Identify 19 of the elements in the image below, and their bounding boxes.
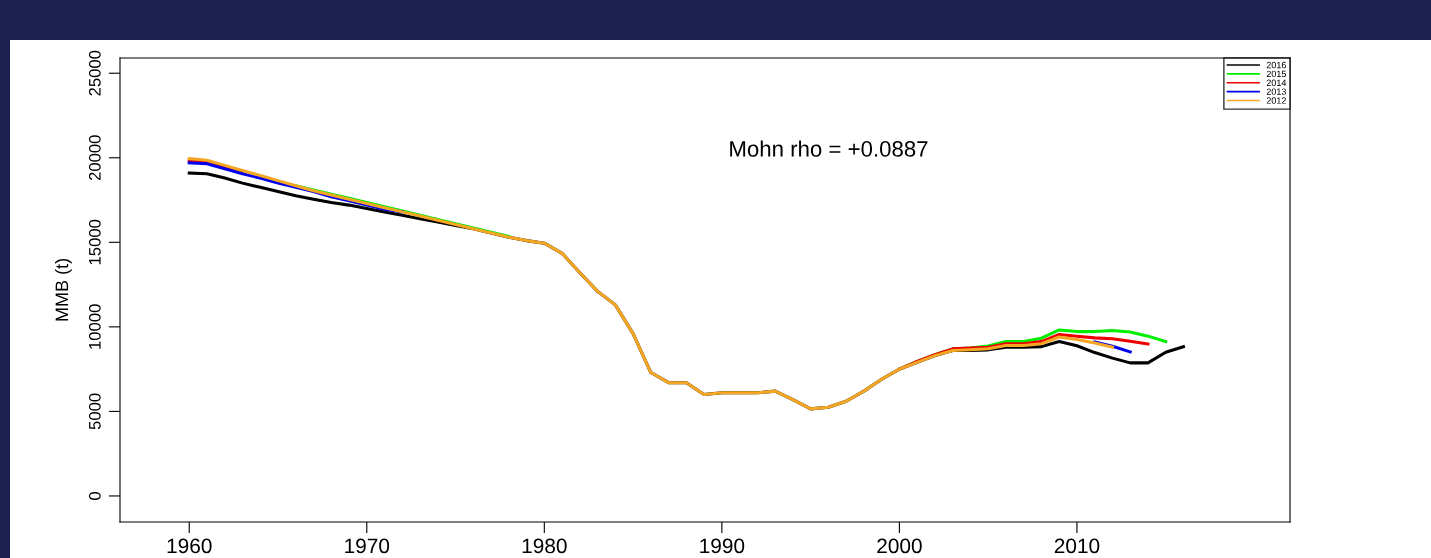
y-tick-label: 10000 xyxy=(88,304,101,349)
x-tick-label: 1970 xyxy=(345,538,390,554)
x-tick-label: 1980 xyxy=(522,538,567,554)
y-tick-label: 20000 xyxy=(88,135,101,181)
x-tick-label: 2000 xyxy=(877,538,922,554)
y-tick-label: 15000 xyxy=(88,219,101,265)
annotation: Mohn rho = +0.0887 xyxy=(730,140,928,157)
legend-label: 2015 xyxy=(1266,70,1287,78)
legend-label: 2013 xyxy=(1266,88,1286,95)
y-tick-label: 0 xyxy=(88,491,101,500)
y-tick-label: 5000 xyxy=(88,393,101,430)
y-tick-label: 25000 xyxy=(88,50,101,96)
legend-label: 2014 xyxy=(1266,79,1287,86)
x-tick-label: 1990 xyxy=(700,538,745,554)
legend-label: 2016 xyxy=(1266,61,1286,69)
y-axis-title: MMB (t) xyxy=(54,259,72,321)
legend-label: 2012 xyxy=(1266,97,1286,104)
x-tick-label: 1960 xyxy=(167,538,212,554)
x-tick-label: 2010 xyxy=(1054,538,1100,554)
